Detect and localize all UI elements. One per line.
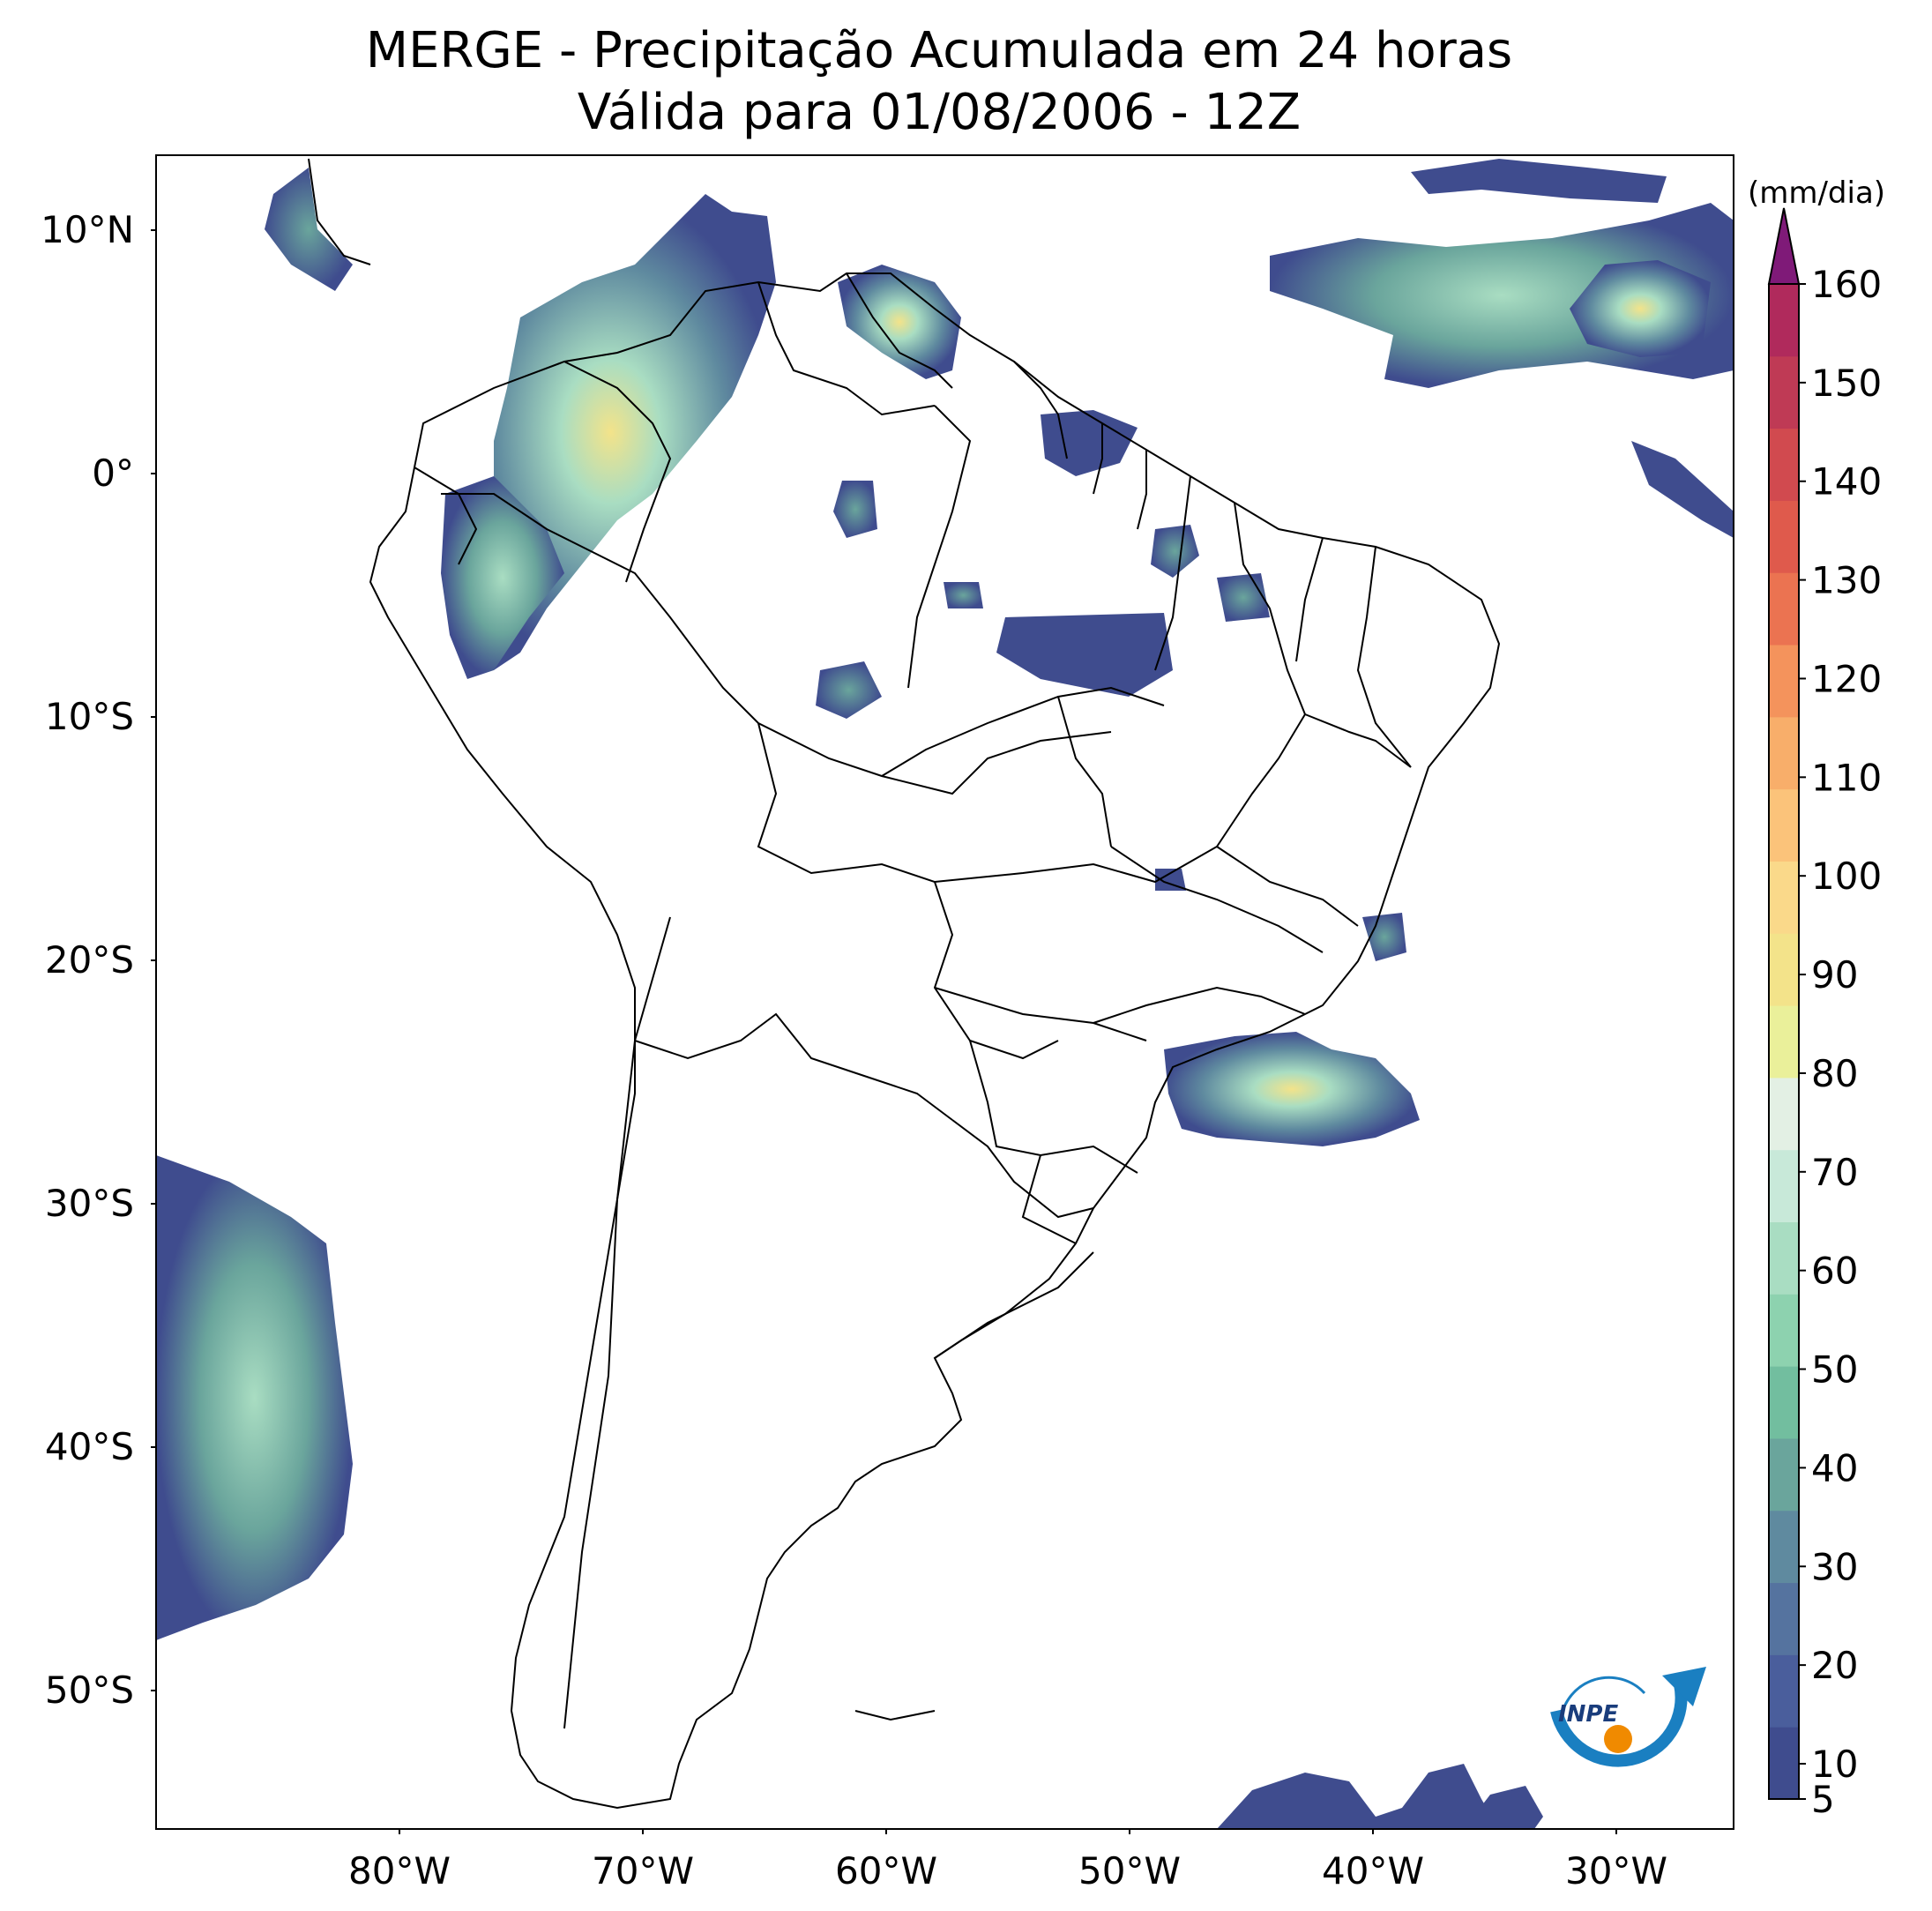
colorbar-band: [1769, 788, 1799, 862]
colorbar-tick-label: 120: [1811, 657, 1882, 700]
precipitation-areas: [156, 159, 1734, 1829]
lon-label: 50°W: [1078, 1849, 1181, 1892]
colorbar-band: [1769, 1294, 1799, 1367]
colorbar-extend-arrow: [1767, 207, 1801, 285]
colorbar-band: [1769, 1437, 1799, 1512]
colorbar-band: [1769, 1582, 1799, 1655]
colorbar-band: [1769, 500, 1799, 573]
colorbar-unit-label: (mm/dia): [1748, 175, 1885, 211]
colorbar-band: [1769, 1727, 1799, 1800]
colorbar-tick-label: 140: [1811, 460, 1882, 504]
latitude-axis: 10°N 0° 10°S 20°S 30°S 40°S 50°S: [41, 208, 156, 1712]
colorbar-band: [1769, 1077, 1799, 1151]
colorbar-band: [1769, 572, 1799, 646]
map-title: MERGE - Precipitação Acumulada em 24 hor…: [365, 22, 1513, 79]
colorbar-band: [1769, 284, 1799, 357]
lon-label: 60°W: [835, 1849, 937, 1892]
colorbar-tick-label: 5: [1811, 1778, 1835, 1821]
colorbar-tick-label: 130: [1811, 559, 1882, 602]
lon-label: 40°W: [1322, 1849, 1424, 1892]
colorbar-band: [1769, 645, 1799, 718]
lat-label: 30°S: [45, 1182, 134, 1225]
colorbar-tick-label: 10: [1811, 1743, 1858, 1786]
coastlines-borders: [308, 158, 1501, 1810]
lat-label: 20°S: [45, 938, 134, 982]
colorbar: (mm/dia) 510 20 30 40 50 60 70 80 90 100 110 120 130…: [1748, 175, 1885, 1821]
colorbar-tick-label: 100: [1811, 855, 1882, 898]
logo-text: INPE: [1558, 1701, 1618, 1728]
colorbar-tick-label: 160: [1811, 263, 1882, 306]
lat-label: 0°: [92, 452, 134, 495]
colorbar-tick-label: 90: [1811, 953, 1858, 997]
lon-label: 30°W: [1565, 1849, 1667, 1892]
colorbar-tick-label: 20: [1811, 1644, 1858, 1687]
colorbar-tick-label: 70: [1811, 1151, 1858, 1194]
colorbar-band: [1769, 933, 1799, 1006]
map-subtitle: Válida para 01/08/2006 - 12Z: [577, 84, 1302, 141]
colorbar-tick-label: 30: [1811, 1545, 1858, 1588]
map-frame: [155, 154, 1734, 1830]
colorbar-band: [1769, 861, 1799, 934]
lat-label: 50°S: [45, 1668, 134, 1712]
colorbar-band: [1769, 1149, 1799, 1223]
colorbar-band: [1769, 428, 1799, 501]
colorbar-band: [1769, 1510, 1799, 1584]
colorbar-bands: [1769, 284, 1799, 1800]
map-area: [156, 155, 1734, 1829]
colorbar-band: [1769, 1366, 1799, 1439]
colorbar-tick-label: 110: [1811, 756, 1882, 799]
colorbar-tick-label: 50: [1811, 1348, 1858, 1392]
colorbar-band: [1769, 1654, 1799, 1728]
colorbar-tick-label: 40: [1811, 1446, 1858, 1489]
lat-label: 40°S: [45, 1425, 134, 1468]
colorbar-band: [1769, 1005, 1799, 1079]
inpe-logo: INPE: [1550, 1667, 1706, 1767]
colorbar-band: [1769, 716, 1799, 790]
colorbar-band: [1769, 1221, 1799, 1295]
colorbar-ticks: 510 20 30 40 50 60 70 80 90 100 110 120 130 140 150 160: [1799, 263, 1882, 1821]
colorbar-tick-label: 80: [1811, 1052, 1858, 1095]
lon-label: 80°W: [348, 1849, 451, 1892]
colorbar-tick-label: 150: [1811, 362, 1882, 405]
lat-label: 10°S: [45, 695, 134, 738]
lat-label: 10°N: [41, 208, 134, 251]
longitude-axis: 80°W 70°W 60°W 50°W 40°W 30°W: [348, 1829, 1667, 1892]
colorbar-tick-label: 60: [1811, 1250, 1858, 1293]
lon-label: 70°W: [592, 1849, 694, 1892]
colorbar-band: [1769, 355, 1799, 429]
